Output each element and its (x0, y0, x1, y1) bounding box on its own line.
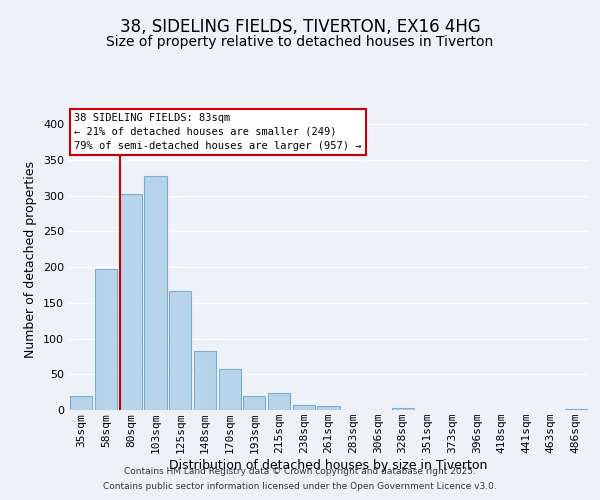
X-axis label: Distribution of detached houses by size in Tiverton: Distribution of detached houses by size … (169, 459, 488, 472)
Text: 38, SIDELING FIELDS, TIVERTON, EX16 4HG: 38, SIDELING FIELDS, TIVERTON, EX16 4HG (119, 18, 481, 36)
Bar (95, 270, 117, 410)
Y-axis label: Number of detached properties: Number of detached properties (25, 162, 37, 358)
Bar (268, 393, 290, 410)
Bar (392, 408, 414, 410)
Text: Size of property relative to detached houses in Tiverton: Size of property relative to detached ho… (106, 35, 494, 49)
Bar (194, 352, 216, 410)
Text: 38 SIDELING FIELDS: 83sqm
← 21% of detached houses are smaller (249)
79% of semi: 38 SIDELING FIELDS: 83sqm ← 21% of detac… (74, 113, 362, 151)
Bar (243, 396, 265, 410)
Text: Contains public sector information licensed under the Open Government Licence v3: Contains public sector information licen… (103, 482, 497, 491)
Bar (169, 290, 191, 410)
Bar (218, 370, 241, 410)
Bar (70, 396, 92, 410)
Text: Contains HM Land Registry data © Crown copyright and database right 2025.: Contains HM Land Registry data © Crown c… (124, 467, 476, 476)
Bar (145, 176, 167, 410)
Bar (317, 406, 340, 410)
Bar (293, 405, 315, 410)
Bar (119, 194, 142, 410)
